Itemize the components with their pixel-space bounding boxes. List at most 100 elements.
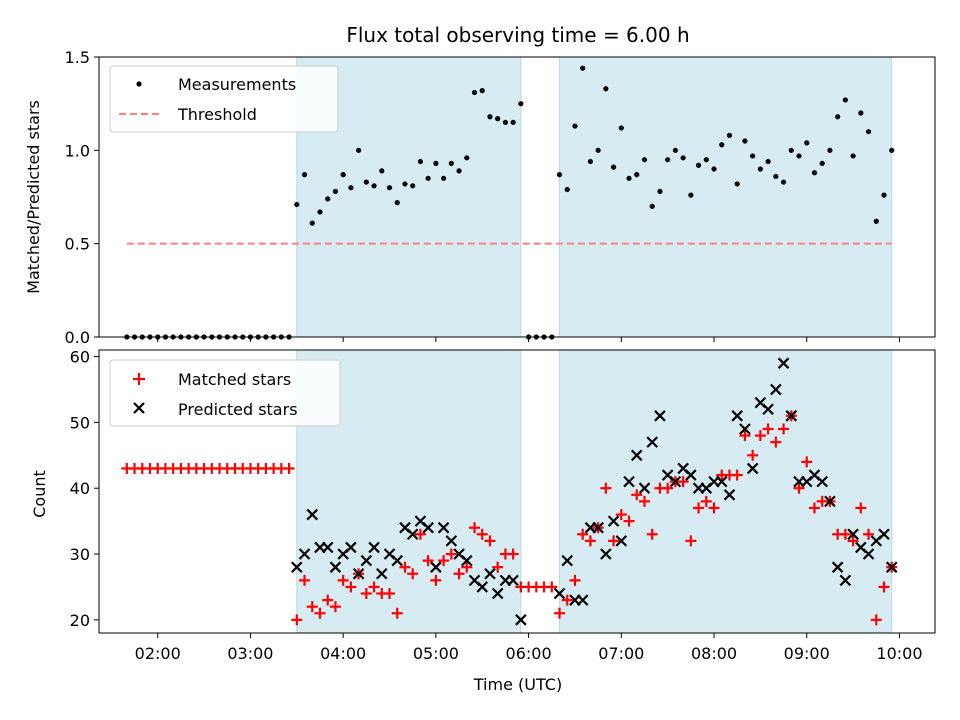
top-y-tick-label: 1.5 xyxy=(65,48,90,67)
measurement-point xyxy=(780,179,787,185)
matched-stars-point xyxy=(731,469,743,481)
matched-stars-point xyxy=(847,535,859,547)
measurement-point xyxy=(456,168,462,174)
predicted-stars-point xyxy=(669,475,682,488)
predicted-stars-point xyxy=(739,423,751,435)
bottom-x-axis: 02:00 03:00 04:00 05:00 06:00 07:00 08:00 09:00… xyxy=(135,633,923,663)
measurement-point xyxy=(417,158,424,165)
measurement-point xyxy=(719,142,725,148)
measurement-point xyxy=(510,119,516,125)
measurement-point xyxy=(703,157,709,163)
measurement-point xyxy=(487,114,493,120)
predicted-stars-point xyxy=(576,594,589,606)
top-y-tick-label: 0.5 xyxy=(65,235,90,254)
matched-stars-point xyxy=(762,423,774,435)
measurement-point xyxy=(495,116,501,122)
measurement-point xyxy=(796,153,802,159)
bottom-y-tick-label: 30 xyxy=(70,545,90,564)
measurement-point xyxy=(835,114,841,120)
measurement-point xyxy=(425,175,431,181)
predicted-stars-point xyxy=(491,587,504,600)
measurement-point xyxy=(889,147,895,153)
matched-stars-point xyxy=(322,594,334,606)
measurement-point xyxy=(294,201,300,208)
matched-stars-point xyxy=(770,436,782,448)
matched-stars-point xyxy=(391,607,403,619)
matched-stars-point xyxy=(368,581,380,593)
matched-stars-point xyxy=(793,482,805,494)
measurement-point xyxy=(433,160,439,166)
legend-marker-predicted xyxy=(133,402,145,414)
measurement-point xyxy=(518,101,524,107)
predicted-stars-point xyxy=(592,521,604,534)
matched-stars-point xyxy=(299,574,311,586)
matched-stars-point xyxy=(461,561,473,573)
matched-stars-point xyxy=(685,535,697,547)
bottom-legend: Matched stars Predicted stars xyxy=(109,359,341,427)
matched-stars-point xyxy=(615,509,627,521)
predicted-stars-point xyxy=(723,489,736,501)
measurement-point xyxy=(502,119,509,125)
measurement-point xyxy=(819,160,825,166)
measurement-point xyxy=(379,168,385,174)
predicted-stars-point xyxy=(770,383,782,396)
bottom-y-tick-label: 40 xyxy=(70,479,90,498)
measurement-point xyxy=(641,157,648,163)
predicted-stars-point xyxy=(352,567,365,580)
measurement-point xyxy=(842,97,848,103)
predicted-stars-point xyxy=(816,475,828,488)
bottom-x-tick-label: 06:00 xyxy=(506,644,552,663)
measurement-point xyxy=(572,123,578,129)
bottom-x-tick-label: 09:00 xyxy=(784,644,830,663)
predicted-stars-point xyxy=(630,449,643,462)
measurement-point xyxy=(325,196,331,202)
predicted-stars-point xyxy=(862,548,875,560)
matched-stars-point xyxy=(314,607,326,619)
measurement-point xyxy=(309,220,315,226)
measurement-point xyxy=(440,175,447,181)
top-legend: Measurements Threshold xyxy=(109,65,339,133)
top-plot-frame xyxy=(98,56,936,338)
matched-stars-point xyxy=(546,581,558,593)
matched-stars-point xyxy=(808,502,820,514)
predicted-stars-point xyxy=(306,508,319,521)
matched-stars-point xyxy=(693,502,705,514)
predicted-stars-point xyxy=(785,410,798,422)
predicted-stars-point xyxy=(321,541,334,554)
measurement-point xyxy=(742,138,748,144)
measurement-point xyxy=(595,147,601,153)
measurement-point xyxy=(301,172,308,178)
matched-stars-point xyxy=(476,528,488,540)
bottom-y-axis-label: Count xyxy=(30,470,49,518)
measurement-point xyxy=(410,183,416,189)
matched-stars-point xyxy=(577,528,589,540)
matched-stars-point xyxy=(345,581,357,593)
top-x-axis xyxy=(157,337,900,342)
matched-stars-point xyxy=(700,495,712,507)
legend-label-predicted: Predicted stars xyxy=(178,400,298,419)
measurement-point xyxy=(402,181,408,187)
measurement-point xyxy=(394,200,400,206)
matched-stars-point xyxy=(631,489,643,501)
predicted-stars-point xyxy=(445,535,458,547)
predicted-stars-point xyxy=(824,495,836,508)
bottom-legend-box xyxy=(109,359,341,427)
measurement-point xyxy=(610,164,617,170)
matched-stars-point xyxy=(863,528,875,540)
predicted-stars-point xyxy=(291,561,303,573)
predicted-stars-point xyxy=(615,535,628,547)
matched-stars-point xyxy=(739,430,751,442)
matched-stars-point xyxy=(584,535,596,547)
predicted-stars-point xyxy=(430,561,442,573)
bottom-x-tick-label: 03:00 xyxy=(227,644,273,663)
matched-stars-point xyxy=(291,614,303,626)
measurement-point xyxy=(672,147,678,153)
predicted-stars-point xyxy=(476,581,489,593)
bottom-plot-frame xyxy=(98,349,936,634)
measurement-point xyxy=(804,140,810,146)
bottom-x-tick-label: 10:00 xyxy=(876,644,922,663)
measurement-point xyxy=(471,89,478,96)
predicted-stars-point xyxy=(376,567,388,580)
bottom-x-axis-label: Time (UTC) xyxy=(473,675,562,694)
